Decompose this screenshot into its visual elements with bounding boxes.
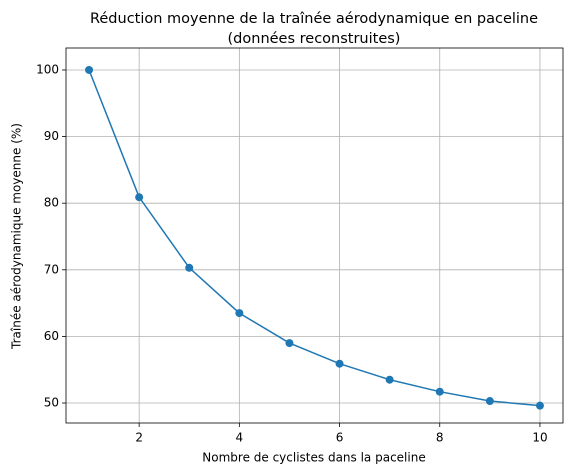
marker [485, 397, 494, 406]
marker [135, 193, 144, 202]
marker [285, 339, 294, 348]
x-axis-label: Nombre de cyclistes dans la paceline [202, 451, 425, 465]
chart-subtitle: (données reconstruites) [228, 31, 401, 47]
marker [435, 387, 444, 396]
y-axis-label: Traînée aérodynamique moyenne (%) [10, 123, 24, 350]
y-tick-label: 70 [44, 262, 59, 276]
y-tick-label: 100 [36, 62, 59, 76]
x-tick-label: 6 [336, 431, 344, 445]
y-tick-label: 60 [44, 329, 59, 343]
chart-title: Réduction moyenne de la traînée aérodyna… [90, 11, 538, 27]
y-tick-label: 90 [44, 129, 59, 143]
marker [535, 401, 544, 410]
marker [185, 263, 194, 272]
x-tick-label: 2 [135, 431, 143, 445]
y-tick-label: 80 [44, 196, 59, 210]
marker [85, 65, 94, 74]
line [88, 69, 541, 407]
x-tick-label: 4 [236, 431, 244, 445]
marker [335, 359, 344, 368]
x-tick-label: 10 [532, 431, 547, 445]
marker [235, 309, 244, 318]
x-tick-label: 8 [436, 431, 444, 445]
y-tick-label: 50 [44, 396, 59, 410]
marker [385, 375, 394, 384]
plot-frame [65, 47, 564, 424]
